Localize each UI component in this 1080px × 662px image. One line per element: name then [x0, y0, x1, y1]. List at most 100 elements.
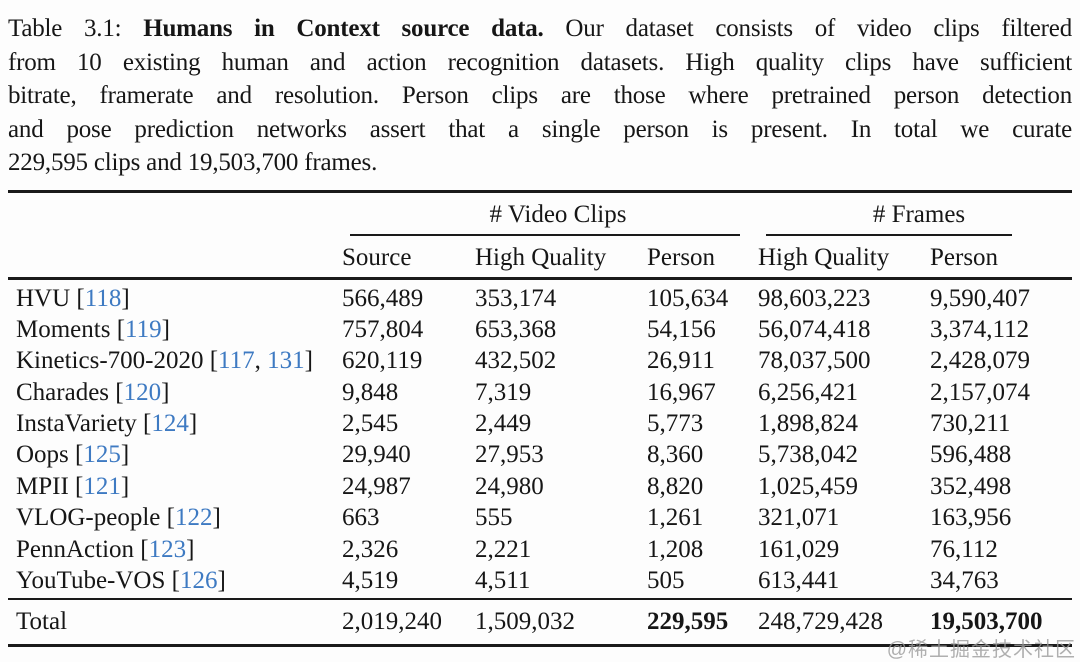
table-body: HVU [118] 566,489 353,174 105,634 98,603,223…	[8, 280, 1072, 599]
column-header-source: Source	[342, 243, 412, 271]
caption-prefix: Table 3.1:	[8, 15, 144, 42]
cell-person-clips: 105,634	[647, 284, 729, 312]
cell-source: 757,804	[342, 315, 424, 343]
table-rule-header	[8, 276, 1072, 280]
total-source: 2,019,240	[342, 608, 442, 636]
table-rule-bottom	[8, 644, 1072, 648]
table-total-row: Total 2,019,240 1,509,032 229,595 248,72…	[8, 600, 1072, 644]
cell-person-frames: 76,112	[930, 535, 998, 563]
group-header-video-clips: # Video Clips	[489, 200, 627, 228]
cell-source: 9,848	[342, 378, 399, 406]
caption-bold-title: Humans in Context source data.	[143, 15, 544, 42]
total-label: Total	[16, 608, 68, 636]
cell-hq-clips: 2,221	[475, 535, 532, 563]
cell-hq-clips: 24,980	[475, 472, 544, 500]
cell-person-frames: 9,590,407	[930, 284, 1030, 312]
table-row: VLOG-people [122] 663 555 1,261 321,071 163,9…	[8, 502, 1072, 533]
source-data-table: # Video Clips # Frames Source High Quali…	[8, 189, 1072, 648]
cell-person-frames: 34,763	[930, 567, 999, 595]
caption-rest: Our dataset consists of video clips filt…	[543, 15, 1072, 42]
cell-hq-clips: 432,502	[475, 347, 557, 375]
total-person-frames: 19,503,700	[930, 608, 1043, 636]
cell-dataset-name: Kinetics-700-2020 [117, 131]	[16, 347, 313, 375]
citation-link[interactable]: 119	[125, 315, 162, 343]
cell-person-clips: 8,820	[647, 472, 704, 500]
caption-line-4: and pose prediction networks assert that…	[8, 115, 1072, 143]
table-column-header-row: Source High Quality Person High Quality …	[8, 236, 1072, 277]
table-row: PennAction [123] 2,326 2,221 1,208 161,029 76…	[8, 534, 1072, 565]
citation-link[interactable]: 124	[151, 410, 189, 438]
cell-person-frames: 3,374,112	[930, 315, 1030, 343]
table-row: YouTube-VOS [126] 4,519 4,511 505 613,441 34,…	[8, 565, 1072, 596]
column-header-hq-clips: High Quality	[475, 243, 607, 271]
citation-link[interactable]: 120	[123, 378, 162, 406]
cell-hq-clips: 353,174	[475, 284, 557, 312]
cell-person-clips: 26,911	[647, 347, 715, 375]
table-row: InstaVariety [124] 2,545 2,449 5,773 1,898,8…	[8, 408, 1072, 439]
cell-dataset-name: Moments [119]	[16, 315, 170, 343]
citation-link[interactable]: 131	[267, 347, 305, 375]
total-hq-clips: 1,509,032	[475, 608, 575, 636]
citation-link[interactable]: 123	[148, 535, 187, 563]
caption-line-3: bitrate, framerate and resolution. Perso…	[8, 82, 1072, 109]
cell-dataset-name: Charades [120]	[16, 378, 170, 406]
cell-source: 4,519	[342, 567, 399, 595]
cell-source: 29,940	[342, 441, 411, 469]
cell-dataset-name: YouTube-VOS [126]	[16, 567, 226, 595]
table-cmidrules	[8, 233, 1072, 236]
cell-person-clips: 5,773	[647, 410, 704, 438]
cell-person-frames: 596,488	[930, 441, 1012, 469]
citation-link[interactable]: 126	[179, 567, 218, 595]
citation-link[interactable]: 117	[218, 347, 255, 375]
cell-hq-frames: 6,256,421	[758, 378, 858, 406]
cell-hq-frames: 1,898,824	[758, 410, 858, 438]
cell-person-frames: 730,211	[930, 410, 1011, 438]
watermark: @稀土掘金技术社区	[886, 639, 1076, 661]
cell-source: 2,545	[342, 410, 399, 438]
citation-link[interactable]: 118	[84, 284, 122, 312]
cell-hq-clips: 7,319	[475, 378, 532, 406]
cell-dataset-name: Oops [125]	[16, 441, 130, 469]
citation-link[interactable]: 121	[83, 472, 121, 500]
cell-hq-frames: 613,441	[758, 567, 840, 595]
cell-person-clips: 8,360	[647, 441, 704, 469]
cell-dataset-name: HVU [118]	[16, 284, 130, 312]
cell-source: 663	[342, 504, 380, 532]
cell-dataset-name: VLOG-people [122]	[16, 504, 221, 532]
table-rule-top	[8, 189, 1072, 193]
table-group-header-row: # Video Clips # Frames	[8, 193, 1072, 234]
table-row: Charades [120] 9,848 7,319 16,967 6,256,421 2…	[8, 377, 1072, 408]
caption-line-2: from 10 existing human and action recogn…	[8, 48, 1072, 76]
cell-person-frames: 2,157,074	[930, 378, 1030, 406]
cell-person-clips: 1,261	[647, 504, 704, 532]
cell-hq-clips: 27,953	[475, 441, 544, 469]
column-header-person-frames: Person	[930, 243, 999, 271]
column-header-hq-frames: High Quality	[758, 243, 890, 271]
cell-hq-frames: 98,603,223	[758, 284, 871, 312]
cell-hq-frames: 1,025,459	[758, 472, 858, 500]
cell-hq-clips: 653,368	[475, 315, 557, 343]
table-caption: Table 3.1: Humans in Context source data…	[8, 12, 1072, 180]
cell-hq-clips: 2,449	[475, 410, 532, 438]
cell-source: 620,119	[342, 347, 423, 375]
cmidrule-frames	[766, 233, 1012, 236]
total-hq-frames: 248,729,428	[758, 608, 883, 636]
table-row: Kinetics-700-2020 [117, 131] 620,119 432,5…	[8, 345, 1072, 376]
cell-dataset-name: InstaVariety [124]	[16, 410, 198, 438]
cmidrule-video-clips	[350, 233, 740, 236]
cell-person-clips: 54,156	[647, 315, 716, 343]
citation-link[interactable]: 125	[83, 441, 121, 469]
cell-source: 24,987	[342, 472, 411, 500]
cell-hq-frames: 56,074,418	[758, 315, 871, 343]
caption-line-1: Table 3.1: Humans in Context source data…	[8, 12, 1072, 46]
caption-line-5: 229,595 clips and 19,503,700 frames.	[8, 149, 378, 176]
cell-person-clips: 505	[647, 567, 685, 595]
cell-person-frames: 2,428,079	[930, 347, 1030, 375]
cell-dataset-name: PennAction [123]	[16, 535, 195, 563]
table-row: Oops [125] 29,940 27,953 8,360 5,738,042 596,…	[8, 439, 1072, 470]
cell-source: 566,489	[342, 284, 424, 312]
cell-hq-frames: 78,037,500	[758, 347, 871, 375]
cell-dataset-name: MPII [121]	[16, 472, 130, 500]
citation-link[interactable]: 122	[174, 504, 213, 532]
